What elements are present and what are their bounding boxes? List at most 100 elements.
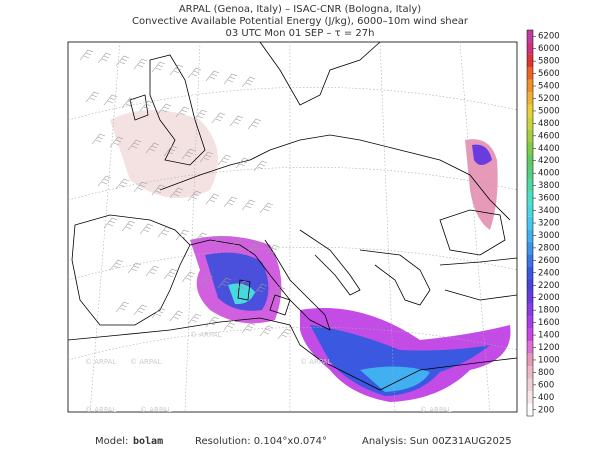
- wind-barb: [169, 310, 184, 322]
- watermark: © ARPAL: [130, 358, 161, 366]
- watermarks: © ARPAL © ARPAL © ARPAL © ARPAL © ARPAL © ARP…: [85, 331, 451, 414]
- wind-barb: [127, 139, 142, 151]
- wind-barb: [211, 112, 226, 124]
- colorbar-label: 4200: [538, 156, 560, 166]
- cape-field: [472, 144, 492, 165]
- wind-barb: [163, 145, 178, 157]
- watermark: © ARPAL: [140, 406, 171, 414]
- colorbar-swatch: [527, 129, 533, 143]
- wind-barb: [223, 73, 238, 85]
- wind-barb: [181, 271, 196, 283]
- wind-barb: [259, 202, 274, 214]
- colorbar-label: 4000: [538, 169, 560, 179]
- colorbar-label: 1600: [538, 318, 560, 328]
- wind-barb: [217, 154, 232, 166]
- wind-barb: [109, 259, 124, 271]
- colorbar-swatch: [527, 54, 533, 68]
- wind-barb: [193, 109, 208, 121]
- map: © ARPAL © ARPAL © ARPAL © ARPAL © ARPAL © ARP…: [67, 41, 518, 414]
- footer-model: bolam: [133, 436, 163, 447]
- wind-barb: [247, 241, 262, 253]
- wind-barb: [133, 181, 148, 193]
- colorbar-label: 5000: [538, 106, 560, 116]
- colorbar-label: 6000: [538, 44, 560, 54]
- wind-barb: [115, 301, 130, 313]
- colorbar-label: 2200: [538, 281, 560, 291]
- wind-barb: [229, 238, 244, 250]
- colorbar-label: 5800: [538, 57, 560, 67]
- wind-barb: [253, 283, 268, 295]
- wind-barb: [97, 175, 112, 187]
- colorbar-label: 6200: [538, 32, 560, 42]
- wind-barb: [205, 70, 220, 82]
- colorbar-swatch: [527, 353, 533, 367]
- watermark: © ARPAL: [190, 331, 221, 339]
- colorbar-swatch: [527, 328, 533, 342]
- colorbar-swatch: [527, 104, 533, 118]
- cape-field: [360, 366, 430, 392]
- colorbar-frame: [526, 29, 534, 417]
- wind-barb: [145, 265, 160, 277]
- wind-barb: [79, 49, 94, 61]
- colorbar-label: 4600: [538, 131, 560, 141]
- wind-barb: [175, 106, 190, 118]
- cape-field: [310, 325, 490, 396]
- colorbar-label: 1200: [538, 343, 560, 353]
- wind-barb: [199, 151, 214, 163]
- wind-barb: [139, 223, 154, 235]
- colorbar-label: 1400: [538, 331, 560, 341]
- colorbar-swatch: [527, 266, 533, 280]
- watermark: © ARPAL: [85, 406, 116, 414]
- wind-barb: [121, 97, 136, 109]
- coastlines: [67, 41, 518, 391]
- footer-model-label: Model:: [95, 436, 128, 447]
- colorbar-swatch: [527, 291, 533, 304]
- wind-barb: [103, 217, 118, 229]
- wind-barb: [115, 55, 130, 67]
- colorbar-swatch: [527, 154, 533, 167]
- wind-barb: [133, 304, 148, 316]
- colorbar-label: 3200: [538, 219, 560, 229]
- wind-barb: [253, 160, 268, 172]
- colorbar-swatch: [527, 403, 533, 416]
- colorbar-label: 3400: [538, 206, 560, 216]
- wind-barb: [241, 322, 256, 334]
- footer-analysis: Analysis: Sun 00Z31AUG2025: [362, 436, 512, 447]
- wind-barb: [157, 103, 172, 115]
- colorbar-swatch: [527, 216, 533, 230]
- wind-barb: [211, 235, 226, 247]
- wind-barb: [277, 328, 292, 340]
- wind-barb: [187, 190, 202, 202]
- wind-barb: [109, 136, 124, 148]
- wind-barb: [151, 184, 166, 196]
- colorbar-label: 200: [538, 405, 554, 415]
- wind-barb: [145, 142, 160, 154]
- colorbar-label: 2000: [538, 293, 560, 303]
- colorbar-label: 3600: [538, 194, 560, 204]
- colorbar-label: 800: [538, 368, 554, 378]
- wind-barb: [235, 157, 250, 169]
- footer-resolution: Resolution: 0.104°x0.074°: [195, 436, 327, 447]
- header-line: 03 UTC Mon 01 SEP – τ = 27h: [226, 28, 375, 39]
- header-line: ARPAL (Genoa, Italy) – ISAC-CNR (Bologna…: [179, 4, 421, 15]
- colorbar-swatch: [527, 142, 533, 155]
- colorbar-swatch: [527, 391, 533, 404]
- colorbar-label: 400: [538, 393, 554, 403]
- colorbar-swatch: [527, 67, 533, 80]
- colorbar-label: 2800: [538, 243, 560, 253]
- wind-barb: [163, 268, 178, 280]
- wind-barb: [193, 232, 208, 244]
- colorbar-label: 5600: [538, 69, 560, 79]
- wind-barb: [169, 187, 184, 199]
- colorbar-label: 3800: [538, 181, 560, 191]
- wind-barb: [247, 118, 262, 130]
- wind-barb: [199, 274, 214, 286]
- wind-barb: [223, 196, 238, 208]
- colorbar-swatch: [527, 303, 533, 317]
- colorbar-swatch: [527, 30, 533, 43]
- colorbar-swatch: [527, 341, 533, 354]
- colorbar-swatch: [527, 204, 533, 217]
- colorbar-label: 4800: [538, 119, 560, 129]
- colorbar-label: 1000: [538, 355, 560, 365]
